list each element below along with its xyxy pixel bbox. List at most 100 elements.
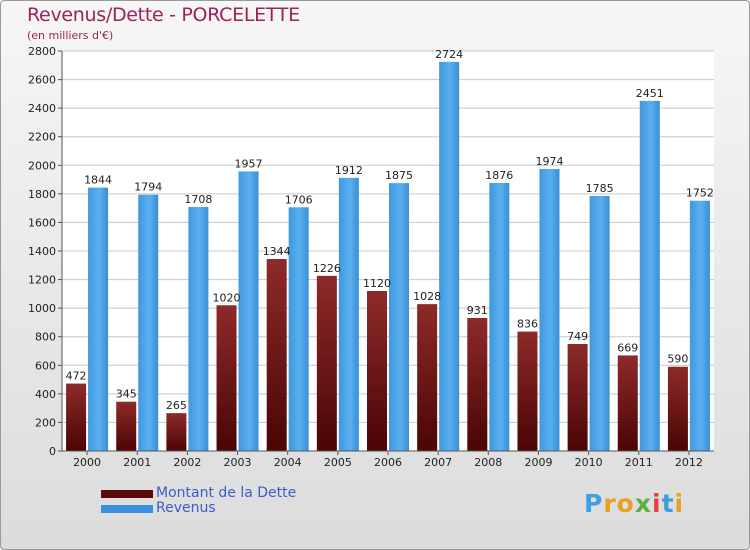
revenus-label: 1844 xyxy=(84,174,112,187)
x-tick-label: 2004 xyxy=(274,456,302,469)
dette-label: 1120 xyxy=(363,277,391,290)
revenus-label: 1706 xyxy=(285,193,313,206)
x-tick-label: 2000 xyxy=(73,456,101,469)
dette-bar xyxy=(116,401,137,451)
revenus-bar xyxy=(389,183,409,451)
x-tick-label: 2007 xyxy=(424,456,452,469)
dette-bar xyxy=(667,366,688,451)
chart-subtitle: (en milliers d'€) xyxy=(27,29,114,42)
revenus-label: 1708 xyxy=(184,193,212,206)
y-tick-label: 2000 xyxy=(28,159,56,172)
y-tick-label: 1400 xyxy=(28,245,56,258)
grid-lines xyxy=(62,50,714,452)
revenus-bar xyxy=(489,183,510,451)
dette-bar xyxy=(467,318,488,451)
y-tick-label: 1800 xyxy=(28,188,56,201)
y-tick-label: 1000 xyxy=(28,302,56,315)
logo-letter: P xyxy=(584,489,604,518)
logo-letter: x xyxy=(634,489,652,518)
legend-swatch-dette xyxy=(101,490,153,498)
x-tick-label: 2003 xyxy=(224,456,252,469)
dette-bar xyxy=(166,413,187,451)
x-tick-label: 2010 xyxy=(575,456,603,469)
y-tick-label: 1600 xyxy=(28,216,56,229)
revenus-bar xyxy=(288,207,309,451)
chart-title: Revenus/Dette - PORCELETTE xyxy=(27,4,300,26)
dette-label: 1028 xyxy=(413,290,441,303)
x-tick-label: 2009 xyxy=(524,456,552,469)
proxiti-logo: Proxiti xyxy=(584,489,684,518)
revenus-bar xyxy=(238,171,259,451)
revenus-label: 1752 xyxy=(686,187,714,200)
revenus-bar xyxy=(439,61,460,451)
revenus-label: 1876 xyxy=(485,169,513,182)
dette-label: 1344 xyxy=(263,245,291,258)
y-tick-label: 2400 xyxy=(28,102,56,115)
x-tick-label: 2005 xyxy=(324,456,352,469)
revenus-bar xyxy=(188,207,209,451)
dette-label: 931 xyxy=(467,304,488,317)
axes: 0 200 400 600 800 1000 1200 1400 1600 1800 2000 220… xyxy=(28,45,714,469)
dette-bar xyxy=(216,305,237,451)
dette-bar xyxy=(517,331,538,451)
revenus-bar xyxy=(338,177,359,451)
logo-letter: o xyxy=(616,489,635,518)
logo-letter: i xyxy=(652,489,662,518)
dette-bar xyxy=(316,275,337,451)
x-tick-label: 2002 xyxy=(173,456,201,469)
x-tick-label: 2001 xyxy=(123,456,151,469)
dette-bar xyxy=(567,344,588,451)
y-tick-label: 2800 xyxy=(28,45,56,58)
y-tick-label: 800 xyxy=(35,331,56,344)
revenus-label: 2451 xyxy=(636,87,664,100)
dette-label: 1226 xyxy=(313,262,341,275)
logo-letter: i xyxy=(674,489,685,518)
dette-label: 836 xyxy=(517,318,538,331)
y-tick-label: 2600 xyxy=(28,74,56,87)
dette-bar xyxy=(617,355,638,451)
revenus-label: 1875 xyxy=(385,169,413,182)
y-tick-label: 1200 xyxy=(28,274,56,287)
revenus-bar xyxy=(539,169,560,451)
dette-bar xyxy=(367,291,387,451)
dette-label: 1020 xyxy=(213,291,241,304)
dette-label: 749 xyxy=(567,330,588,343)
x-tick-label: 2012 xyxy=(675,456,703,469)
dette-bar xyxy=(417,304,438,451)
dette-bar xyxy=(266,259,287,451)
y-tick-label: 0 xyxy=(49,445,56,458)
x-tick-label: 2011 xyxy=(625,456,653,469)
y-tick-label: 600 xyxy=(35,359,56,372)
x-tick-label: 2006 xyxy=(374,456,402,469)
logo-letter: r xyxy=(603,489,617,518)
data-labels: 472 1844 345 1794 265 1708 1020 1957 1344 1706 122… xyxy=(66,48,714,412)
revenus-label: 1912 xyxy=(335,164,363,177)
revenus-bar xyxy=(689,200,710,451)
revenus-bar xyxy=(88,187,109,452)
revenus-bar xyxy=(639,100,660,451)
legend-label-dette: Montant de la Dette xyxy=(156,485,297,501)
dette-label: 265 xyxy=(166,399,187,412)
revenus-label: 2724 xyxy=(435,48,463,61)
revenus-label: 1785 xyxy=(586,182,614,195)
dette-label: 669 xyxy=(617,341,638,354)
revenus-bar xyxy=(589,196,610,451)
legend-label-revenus: Revenus xyxy=(156,500,216,516)
revenus-label: 1957 xyxy=(235,157,263,170)
dette-bar xyxy=(66,383,87,451)
y-tick-label: 2200 xyxy=(28,131,56,144)
revenus-label: 1974 xyxy=(535,155,563,168)
x-tick-label: 2008 xyxy=(474,456,502,469)
y-tick-label: 400 xyxy=(35,388,56,401)
dette-label: 345 xyxy=(116,388,137,401)
legend-swatch-revenus xyxy=(101,505,153,513)
y-tick-label: 200 xyxy=(35,416,56,429)
logo-letter: t xyxy=(661,489,675,518)
revenus-bar xyxy=(138,194,159,451)
dette-label: 472 xyxy=(66,370,87,383)
revenus-label: 1794 xyxy=(134,181,162,194)
bars xyxy=(66,61,710,452)
dette-label: 590 xyxy=(667,353,688,366)
